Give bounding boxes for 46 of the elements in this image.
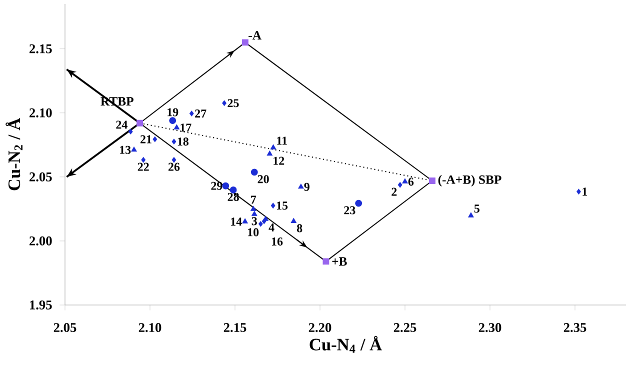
annotation: 21: [140, 135, 152, 144]
annotation: 26: [168, 162, 180, 171]
annotation: 23: [344, 206, 356, 214]
annotation: 15: [276, 202, 288, 210]
annotation: 2: [392, 188, 397, 196]
annotation: 28: [228, 192, 239, 202]
annotation: 9: [304, 182, 310, 191]
y-axis-title: Cu-N$_{2}$ / Å: [6, 118, 22, 190]
annotation: 7: [251, 196, 256, 204]
y-tick-label: 2.10: [30, 108, 52, 118]
annotation: 22: [138, 162, 149, 171]
annotation: -A: [248, 31, 262, 40]
annotation: 5: [474, 204, 480, 213]
x-tick-label: 2.35: [564, 323, 586, 332]
annotation: 25: [228, 99, 239, 108]
annotation: 27: [195, 110, 206, 118]
x-tick-label: 2.20: [308, 323, 332, 332]
annotation: 10: [248, 228, 259, 236]
annotation: 16: [272, 238, 283, 246]
annotation: 6: [408, 178, 414, 186]
annotation: 4: [268, 223, 274, 232]
y-tick-label: 1.95: [30, 300, 52, 310]
x-tick-label: 2.05: [54, 323, 76, 332]
annotation: 1: [582, 188, 588, 196]
x-tick-label: 2.25: [394, 323, 416, 332]
annotation: 17: [180, 124, 192, 132]
y-tick-label: 2.15: [30, 44, 52, 54]
annotation: 13: [120, 146, 131, 154]
x-tick-label: 2.10: [138, 323, 162, 332]
annotation: 24: [116, 120, 128, 129]
annotation: 11: [277, 136, 287, 145]
y-tick-label: 2.00: [30, 236, 52, 246]
annotation: 19: [168, 108, 178, 116]
annotation: 18: [178, 138, 189, 146]
annotation: 8: [296, 224, 302, 232]
annotation: 29: [211, 182, 222, 190]
annotation: 12: [274, 156, 284, 165]
x-tick-label: 2.15: [224, 323, 246, 332]
annotation: 14: [231, 218, 242, 226]
y-tick-label: 2.05: [30, 172, 52, 182]
annotation: +B: [332, 257, 347, 266]
annotation: 3: [252, 217, 257, 226]
x-tick-label: 2.30: [478, 323, 502, 332]
annotation: 20: [258, 175, 269, 184]
x-axis-title: Cu-N$_{4}$ / Å: [310, 336, 382, 353]
annotation: (-A+B) SBP: [438, 175, 502, 186]
